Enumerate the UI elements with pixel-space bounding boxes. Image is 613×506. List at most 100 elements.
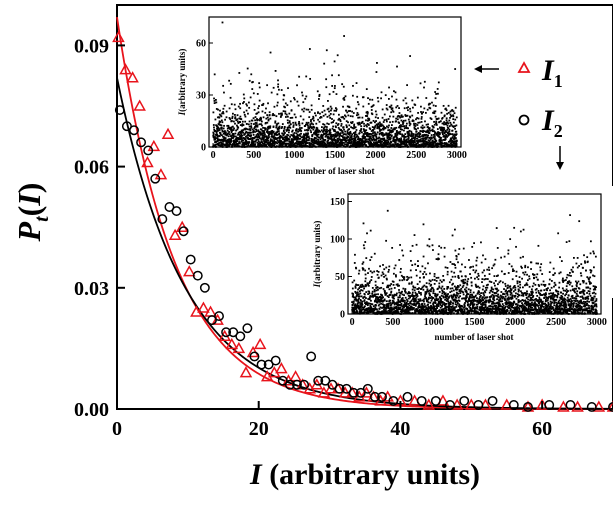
- shot-point: [443, 135, 445, 137]
- shot-point: [233, 145, 236, 147]
- shot-point: [245, 143, 248, 146]
- point-i2: [586, 402, 597, 412]
- shot-point: [342, 126, 345, 128]
- shot-point: [485, 299, 488, 302]
- shot-point: [458, 248, 461, 250]
- shot-point: [245, 122, 248, 125]
- shot-point: [433, 145, 436, 148]
- shot-point: [365, 138, 368, 141]
- shot-point: [368, 118, 371, 121]
- shot-point: [295, 142, 297, 145]
- shot-point: [402, 276, 404, 278]
- point-i1: [182, 265, 196, 277]
- point-i2: [214, 311, 224, 322]
- shot-point: [377, 312, 380, 315]
- shot-point: [469, 289, 472, 292]
- shot-point: [405, 138, 408, 141]
- shot-point: [376, 142, 379, 145]
- shot-point: [354, 143, 357, 146]
- shot-point: [343, 117, 346, 120]
- shot-point: [360, 139, 362, 141]
- shot-point: [271, 133, 273, 136]
- shot-point: [312, 123, 315, 126]
- shot-point: [357, 298, 360, 301]
- shot-point: [223, 91, 225, 94]
- shot-point: [418, 134, 421, 137]
- shot-point: [293, 97, 295, 99]
- shot-point: [446, 270, 449, 273]
- shot-point: [226, 142, 229, 145]
- shot-point: [215, 130, 218, 133]
- shot-point: [425, 97, 428, 99]
- shot-point: [295, 140, 298, 143]
- shot-point: [444, 122, 447, 124]
- shot-point: [351, 303, 354, 306]
- shot-point: [489, 298, 491, 301]
- shot-point: [433, 305, 436, 308]
- shot-point: [339, 120, 342, 123]
- shot-point: [383, 299, 386, 302]
- shot-point: [426, 131, 429, 134]
- shot-point: [297, 136, 299, 139]
- shot-point: [258, 86, 261, 89]
- shot-point: [356, 145, 358, 148]
- shot-point: [426, 288, 429, 291]
- shot-point: [476, 307, 479, 310]
- shot-point: [320, 129, 323, 132]
- shot-point: [444, 138, 447, 140]
- shot-point: [362, 137, 365, 140]
- shot-point: [277, 136, 280, 139]
- shot-point: [257, 140, 260, 143]
- shot-point: [388, 143, 391, 145]
- shot-point: [347, 135, 350, 138]
- shot-point: [453, 307, 456, 310]
- shot-point: [493, 263, 496, 266]
- shot-point: [215, 132, 218, 134]
- shot-point: [447, 302, 450, 305]
- shot-point: [406, 275, 409, 278]
- shot-point: [358, 140, 361, 143]
- point-i2: [348, 387, 359, 398]
- main-plot-frame: [116, 4, 613, 410]
- shot-point: [392, 294, 395, 297]
- shot-point: [317, 131, 320, 133]
- shot-point: [449, 291, 452, 294]
- shot-point: [261, 104, 264, 107]
- shot-point: [244, 128, 247, 131]
- shot-point: [426, 108, 429, 111]
- shot-point: [450, 301, 452, 304]
- shot-point: [427, 123, 429, 126]
- shot-point: [445, 117, 448, 120]
- shot-point: [381, 312, 384, 315]
- shot-point: [390, 310, 393, 312]
- shot-point: [467, 278, 470, 280]
- shot-point: [484, 291, 487, 294]
- shot-point: [450, 138, 453, 141]
- shot-point: [463, 288, 466, 291]
- shot-point: [382, 143, 385, 145]
- shot-point: [439, 279, 442, 282]
- shot-point: [486, 286, 489, 289]
- shot-point: [446, 298, 449, 301]
- shot-point: [263, 130, 265, 132]
- shot-point: [308, 137, 311, 140]
- shot-point: [300, 136, 303, 139]
- shot-point: [426, 309, 429, 312]
- shot-point: [288, 124, 291, 127]
- shot-point: [396, 118, 399, 121]
- shot-point: [436, 146, 439, 148]
- shot-point: [352, 127, 355, 130]
- shot-point: [329, 144, 332, 147]
- shot-point: [354, 126, 357, 129]
- shot-point: [390, 283, 393, 285]
- shot-point: [278, 132, 281, 135]
- shot-point: [451, 145, 453, 148]
- shot-point: [377, 297, 380, 300]
- shot-point: [267, 119, 270, 122]
- shot-point: [480, 261, 483, 264]
- shot-point: [239, 121, 242, 123]
- shot-point: [437, 81, 440, 84]
- shot-point: [407, 306, 409, 309]
- shot-point: [410, 142, 412, 145]
- shot-point: [401, 115, 404, 118]
